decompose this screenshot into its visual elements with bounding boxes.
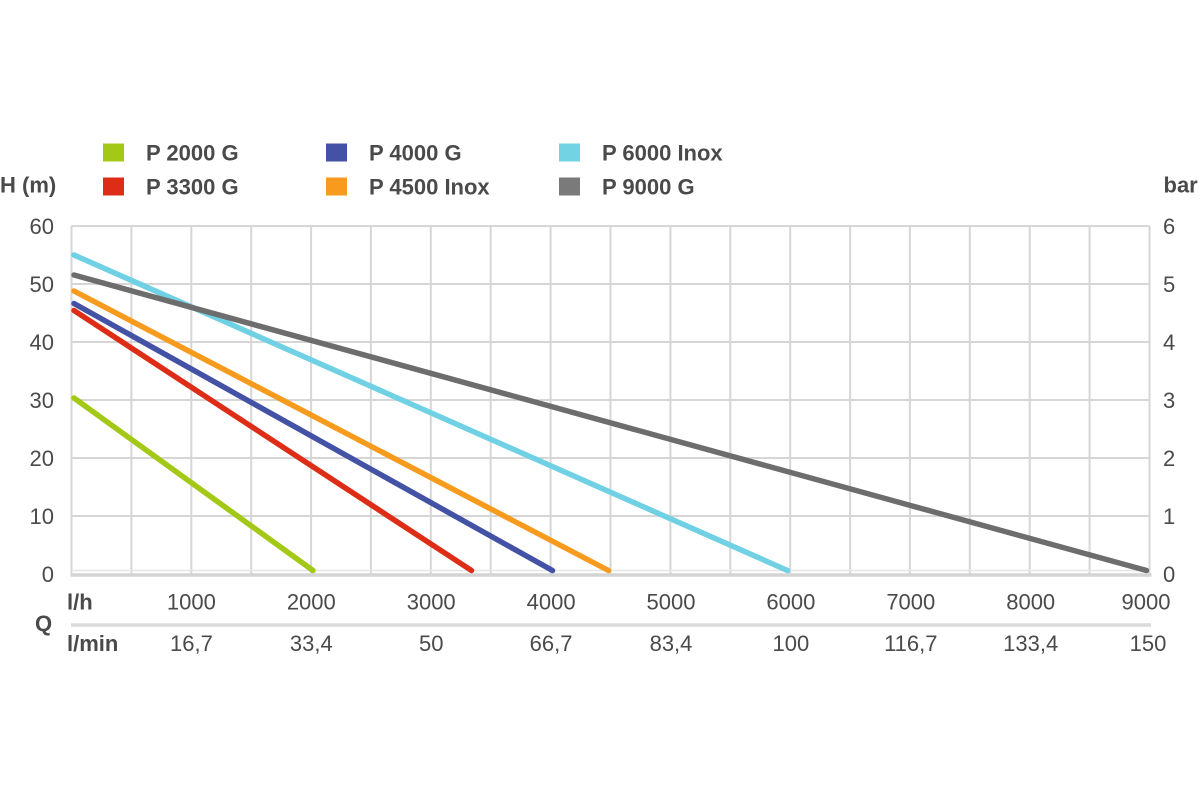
svg-text:0: 0: [42, 562, 54, 587]
svg-text:9000: 9000: [1122, 590, 1171, 615]
svg-text:P 2000 G: P 2000 G: [146, 141, 239, 166]
svg-text:l/h: l/h: [67, 590, 93, 615]
svg-text:P 9000 G: P 9000 G: [602, 175, 695, 200]
svg-text:16,7: 16,7: [170, 631, 213, 656]
svg-text:8000: 8000: [1006, 590, 1055, 615]
svg-text:P 4000 G: P 4000 G: [369, 141, 462, 166]
svg-text:10: 10: [30, 504, 54, 529]
svg-text:133,4: 133,4: [1003, 631, 1058, 656]
svg-text:Q: Q: [35, 611, 52, 636]
svg-text:5000: 5000: [647, 590, 696, 615]
svg-text:6: 6: [1163, 214, 1175, 239]
svg-text:4000: 4000: [527, 590, 576, 615]
svg-text:2: 2: [1163, 446, 1175, 471]
svg-text:100: 100: [773, 631, 810, 656]
svg-text:l/min: l/min: [67, 631, 118, 656]
svg-text:20: 20: [30, 446, 54, 471]
svg-text:3: 3: [1163, 388, 1175, 413]
svg-text:5: 5: [1163, 272, 1175, 297]
svg-text:150: 150: [1130, 631, 1167, 656]
svg-text:6000: 6000: [766, 590, 815, 615]
svg-text:H (m): H (m): [0, 173, 56, 198]
svg-text:33,4: 33,4: [290, 631, 333, 656]
svg-text:83,4: 83,4: [650, 631, 693, 656]
svg-text:bar: bar: [1164, 173, 1199, 198]
svg-text:P 3300 G: P 3300 G: [146, 175, 239, 200]
svg-text:66,7: 66,7: [530, 631, 573, 656]
svg-text:4: 4: [1163, 330, 1175, 355]
svg-text:60: 60: [30, 214, 54, 239]
svg-text:0: 0: [1163, 562, 1175, 587]
svg-text:P 4500 Inox: P 4500 Inox: [369, 175, 490, 200]
svg-text:116,7: 116,7: [884, 631, 937, 656]
svg-text:50: 50: [419, 631, 443, 656]
svg-text:3000: 3000: [407, 590, 456, 615]
svg-text:30: 30: [30, 388, 54, 413]
svg-text:40: 40: [30, 330, 54, 355]
svg-text:1: 1: [1163, 504, 1175, 529]
svg-text:P 6000 Inox: P 6000 Inox: [602, 141, 723, 166]
svg-text:50: 50: [30, 272, 54, 297]
svg-text:2000: 2000: [287, 590, 336, 615]
svg-text:7000: 7000: [886, 590, 935, 615]
svg-text:1000: 1000: [167, 590, 216, 615]
